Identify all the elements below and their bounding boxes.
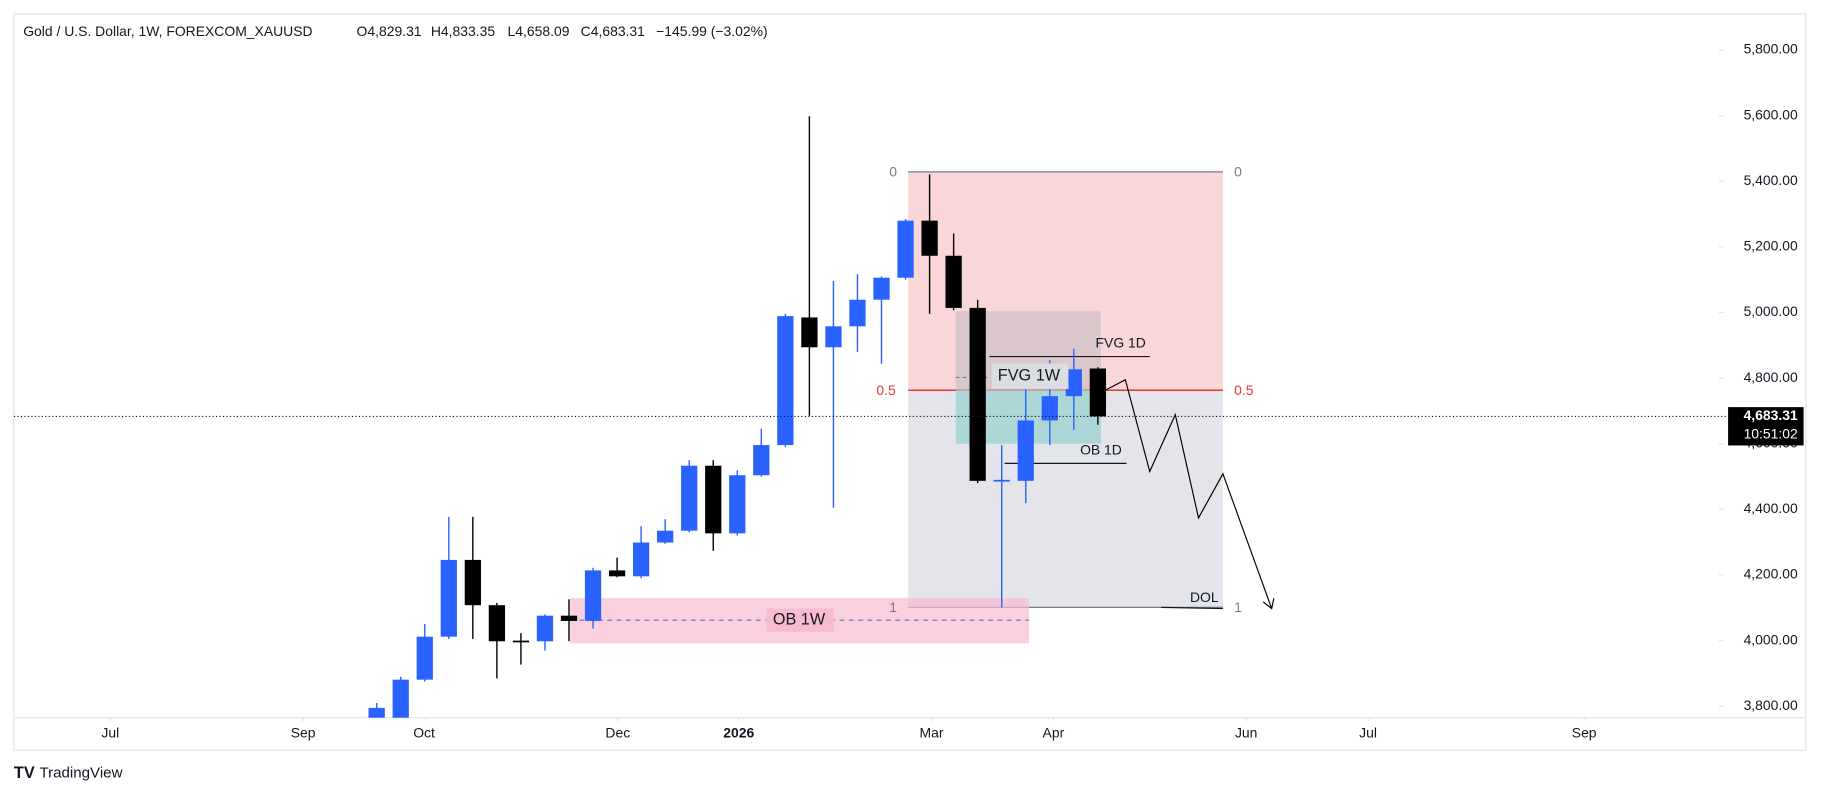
candle-body: [897, 220, 914, 278]
ohlc-change: −145.99 (−3.02%): [656, 23, 767, 39]
y-tick-label: 4,800.00: [1744, 369, 1798, 385]
brand: TradingView: [39, 764, 122, 781]
zone-label: OB 1D: [1080, 441, 1122, 457]
y-tick-label: 4,200.00: [1744, 566, 1798, 582]
candles: [368, 116, 1106, 718]
symbol-title: Gold / U.S. Dollar, 1W, FOREXCOM_XAUUSD: [23, 23, 312, 39]
zone-label: OB 1W: [773, 610, 826, 628]
countdown: 10:51:02: [1744, 426, 1798, 442]
candle-body: [488, 605, 506, 642]
y-tick-label: 5,400.00: [1744, 172, 1798, 188]
x-tick-label: Mar: [920, 725, 944, 741]
ohlc-low: L4,658.09: [508, 23, 570, 39]
candle-body: [777, 316, 794, 446]
x-tick-label: 2026: [723, 725, 754, 741]
last-price-label: 4,683.31: [1744, 407, 1798, 423]
candle-body: [560, 615, 578, 621]
candle-body: [1041, 396, 1058, 421]
last-price-box: [1728, 407, 1804, 446]
candle-body: [657, 530, 674, 543]
fib-label: 1: [1234, 599, 1242, 615]
candle-body: [825, 326, 842, 348]
ob-1w-label-bg: [766, 608, 834, 632]
y-tick-label: 4,000.00: [1744, 631, 1798, 647]
candle-body: [392, 679, 409, 718]
candle-body: [416, 636, 433, 680]
candle-body: [705, 465, 722, 534]
ohlc-open: O4,829.31: [357, 23, 422, 39]
candle-body: [464, 559, 481, 606]
candle-body: [993, 479, 1010, 482]
ohlc-high: H4,833.35: [431, 23, 496, 39]
x-tick-label: Dec: [605, 725, 630, 741]
candle-body: [584, 570, 602, 621]
x-tick-label: Oct: [413, 725, 435, 741]
candle-body: [1017, 420, 1034, 481]
fvg-1w-label-bg: [991, 363, 1069, 390]
zone-label: DOL: [1190, 589, 1219, 605]
fib-label: 0.5: [1234, 382, 1254, 398]
candle-body: [512, 640, 530, 643]
x-tick-label: Jun: [1235, 725, 1257, 741]
candle-body: [368, 707, 385, 718]
candle-body: [608, 570, 626, 577]
x-tick-label: Sep: [291, 725, 316, 741]
zone-label: FVG 1D: [1096, 334, 1146, 350]
candle-body: [873, 277, 890, 300]
candle-body: [440, 559, 457, 637]
fib-label: 1: [889, 599, 897, 615]
y-tick-label: 5,200.00: [1744, 238, 1798, 254]
y-tick-label: 3,800.00: [1744, 697, 1798, 713]
projection-path: [1100, 378, 1272, 609]
candle-body: [753, 445, 770, 476]
candle-body: [921, 220, 938, 256]
y-tick-label: 5,800.00: [1744, 41, 1798, 57]
candle-body: [632, 542, 650, 577]
brand-mark: TV: [14, 764, 35, 782]
zone-label: FVG 1W: [998, 367, 1061, 385]
y-tick-label: 5,600.00: [1744, 106, 1798, 122]
fib-label: 0: [1234, 164, 1242, 180]
candle-body: [1089, 368, 1106, 417]
candle-body: [945, 255, 962, 308]
candle-body: [969, 307, 986, 481]
fib-label: 0: [889, 164, 897, 180]
dol-line: [1161, 606, 1223, 610]
candle-body: [1065, 369, 1082, 397]
candle-body: [849, 299, 866, 327]
x-tick-label: Apr: [1043, 725, 1065, 741]
candle-body: [536, 615, 554, 642]
ohlc-close: C4,683.31: [581, 23, 646, 39]
candle-body: [801, 317, 818, 348]
fib-label: 0.5: [876, 382, 896, 398]
x-tick-label: Jul: [1359, 725, 1377, 741]
candle-body: [729, 475, 746, 534]
y-tick-label: 4,400.00: [1744, 500, 1798, 516]
candle-body: [681, 465, 698, 531]
y-tick-label: 5,000.00: [1744, 303, 1798, 319]
x-tick-label: Sep: [1572, 725, 1597, 741]
x-tick-label: Jul: [101, 725, 119, 741]
